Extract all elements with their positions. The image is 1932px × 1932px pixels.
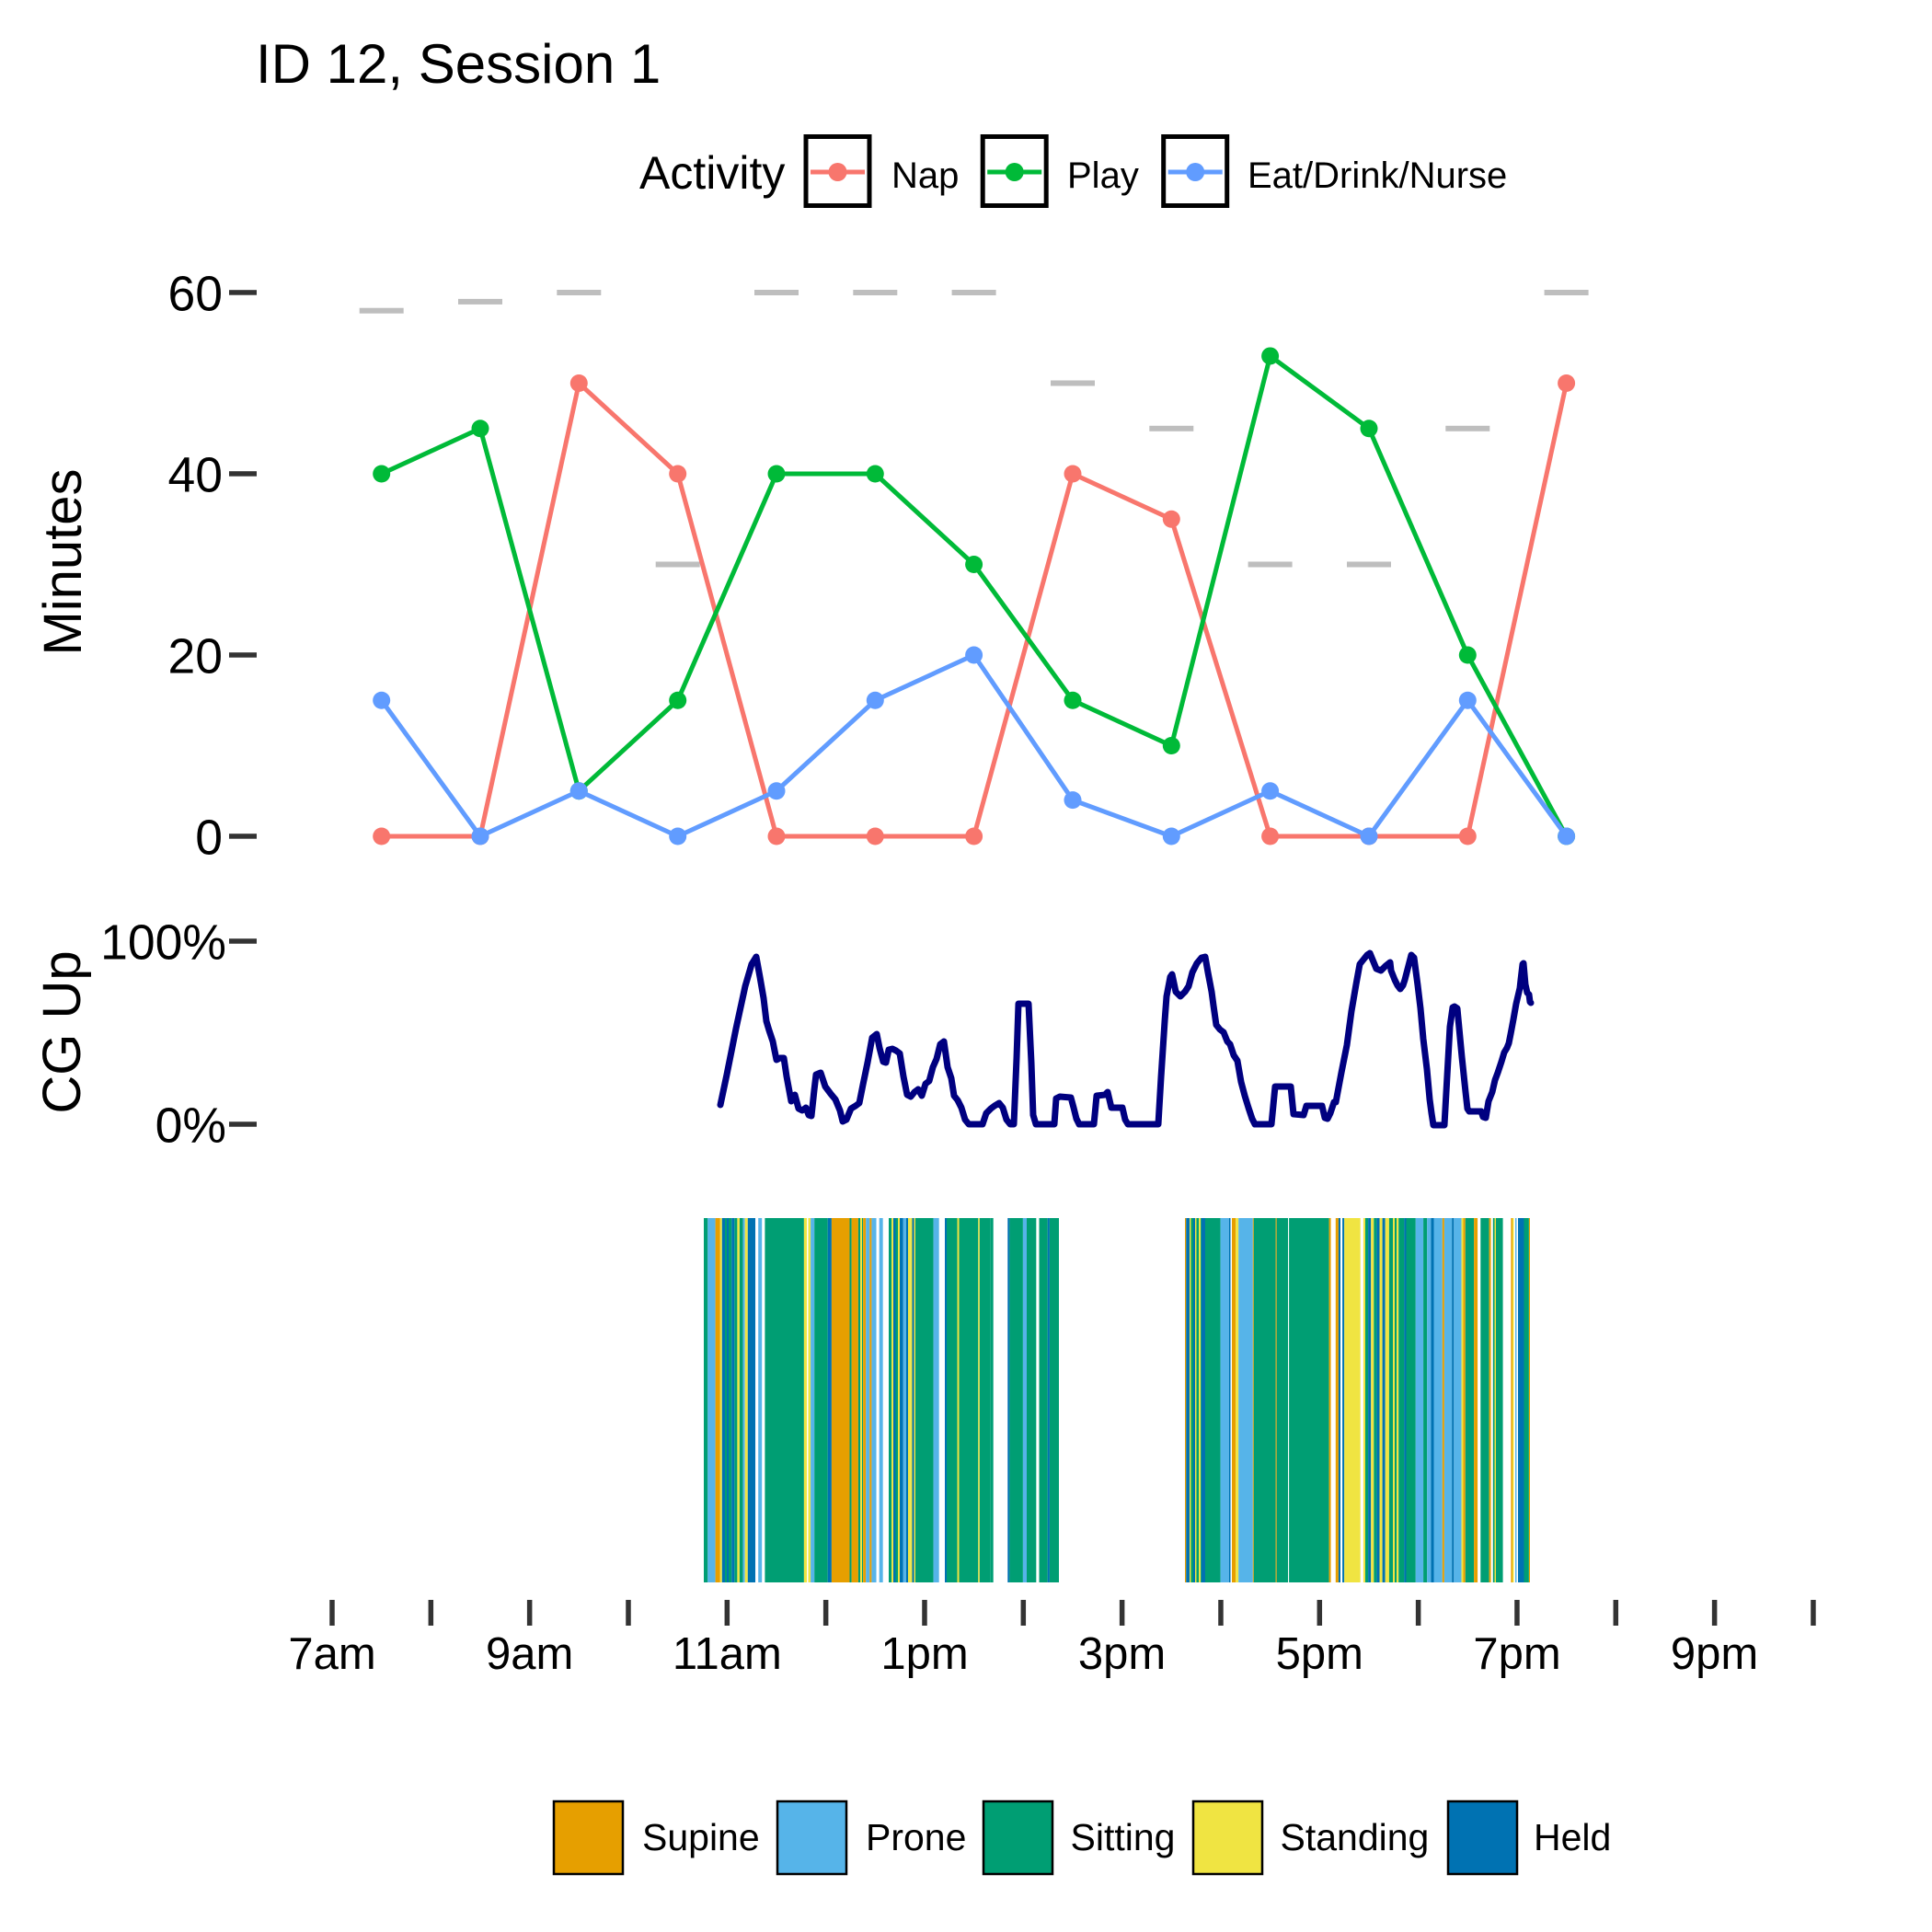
svg-text:7am: 7am: [288, 1629, 375, 1679]
svg-text:0%: 0%: [155, 1099, 226, 1154]
svg-text:Play: Play: [1067, 155, 1139, 196]
svg-text:5pm: 5pm: [1276, 1629, 1363, 1679]
svg-text:100%: 100%: [100, 916, 226, 971]
svg-text:9pm: 9pm: [1671, 1629, 1758, 1679]
svg-text:20: 20: [167, 630, 223, 684]
svg-text:CG Up: CG Up: [32, 950, 92, 1113]
svg-text:3pm: 3pm: [1078, 1629, 1166, 1679]
svg-text:Held: Held: [1534, 1816, 1611, 1858]
svg-text:Activity: Activity: [639, 147, 785, 199]
svg-text:Eat/Drink/Nurse: Eat/Drink/Nurse: [1248, 155, 1507, 196]
svg-text:1pm: 1pm: [880, 1629, 968, 1679]
svg-text:Nap: Nap: [891, 155, 959, 196]
svg-text:Supine: Supine: [642, 1816, 760, 1858]
svg-text:Minutes: Minutes: [33, 468, 93, 655]
svg-text:Prone: Prone: [866, 1816, 966, 1858]
svg-text:Standing: Standing: [1281, 1816, 1430, 1858]
svg-text:Sitting: Sitting: [1071, 1816, 1176, 1858]
svg-text:11am: 11am: [673, 1629, 782, 1679]
svg-text:0: 0: [195, 811, 223, 866]
svg-text:60: 60: [167, 268, 223, 322]
svg-text:ID 12, Session 1: ID 12, Session 1: [256, 33, 661, 95]
svg-text:9am: 9am: [486, 1629, 573, 1679]
svg-text:40: 40: [167, 449, 223, 503]
svg-text:7pm: 7pm: [1473, 1629, 1560, 1679]
